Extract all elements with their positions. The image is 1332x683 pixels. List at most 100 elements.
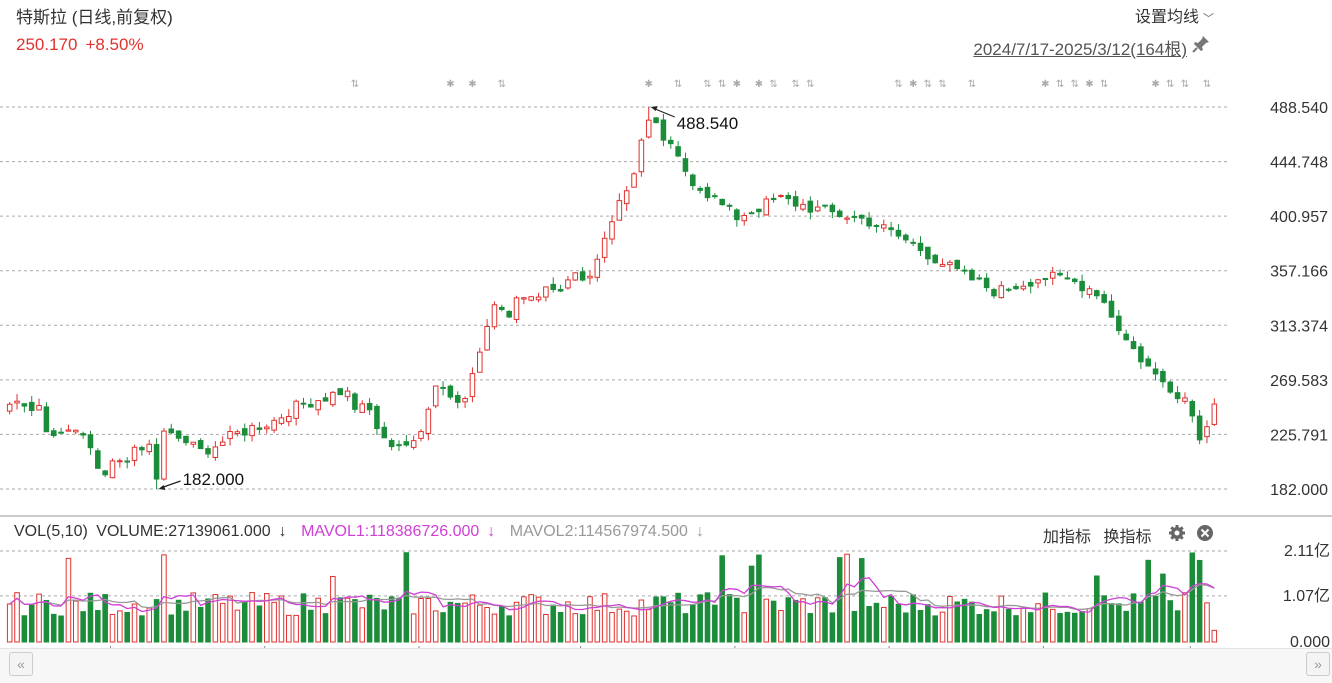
candle-down: [87, 434, 94, 449]
chart-title: 特斯拉 (日线,前复权): [16, 8, 173, 27]
volume-bar-up: [513, 601, 520, 643]
volume-bar-down: [756, 554, 762, 643]
volume-bar-down: [712, 604, 718, 643]
candle-up: [278, 417, 285, 424]
candle-up: [763, 198, 770, 216]
volume-bar-down: [300, 593, 307, 643]
candle-down: [785, 194, 792, 200]
volume-arrow: ↓: [278, 523, 287, 540]
event-marker: ✱: [1041, 79, 1049, 90]
candle-up: [1204, 426, 1210, 438]
volume-bar-down: [21, 615, 28, 643]
switch-indicator-button[interactable]: 换指标: [1103, 529, 1152, 546]
change-percent: +8.50%: [85, 35, 144, 54]
candle-up: [219, 441, 226, 446]
volume-bar-down: [792, 599, 799, 643]
candle-up: [521, 297, 527, 300]
candle-down: [932, 254, 938, 264]
volume-bar-down: [1196, 559, 1203, 643]
pin-icon[interactable]: [1190, 33, 1212, 55]
candle-up: [800, 203, 806, 210]
volume-bar-up: [36, 593, 42, 643]
volume-bar-up: [315, 597, 321, 643]
candle-down: [579, 271, 586, 281]
volume-bar-down: [579, 614, 586, 643]
candle-down: [80, 433, 86, 436]
volume-bar-up: [609, 612, 615, 643]
volume-bar-up: [763, 598, 770, 643]
ma-setting-button[interactable]: 设置均线 ﹀: [1135, 3, 1214, 27]
candle-down: [961, 269, 968, 272]
volume-grid: [0, 550, 1228, 597]
volume-bar-down: [851, 610, 858, 643]
event-marker: ⇅: [351, 79, 359, 90]
mavol2-arrow: ↓: [695, 523, 704, 540]
date-range-link[interactable]: 2024/7/17-2025/3/12(164根): [973, 40, 1187, 59]
gear-icon[interactable]: [1168, 524, 1186, 542]
volume-bar-down: [822, 597, 828, 643]
volume-bar-up: [469, 594, 476, 643]
candle-up: [344, 390, 351, 398]
candle-up: [594, 258, 601, 278]
volume-bar-down: [396, 598, 402, 643]
volume-bar-down: [734, 597, 740, 643]
candle-down: [256, 427, 263, 430]
volume-bar-down: [1079, 611, 1085, 643]
candle-up: [293, 400, 299, 419]
candle-down: [175, 430, 182, 439]
event-marker: ⇅: [1056, 79, 1064, 90]
candle-down: [925, 246, 931, 260]
candle-down: [1160, 371, 1166, 383]
volume-bar-down: [197, 606, 204, 643]
volume-bar-up: [109, 613, 116, 643]
volume-bar-up: [14, 592, 20, 643]
candle-down: [1167, 381, 1174, 393]
candle-up: [623, 190, 630, 205]
event-marker: ⇅: [718, 79, 726, 90]
candle-up: [939, 263, 946, 267]
candle-down: [770, 197, 777, 201]
scroll-left-icon[interactable]: «: [9, 652, 33, 676]
price-readout: 250.170 +8.50%: [16, 35, 152, 55]
event-marker: ⇅: [894, 79, 902, 90]
event-marker: ⇅: [924, 79, 932, 90]
candle-down: [1079, 280, 1085, 292]
volume-bar-down: [675, 592, 681, 643]
candle-up: [1086, 288, 1093, 295]
volume-bar-down: [697, 594, 703, 643]
candle-down: [667, 139, 674, 145]
candle-down: [1027, 282, 1034, 287]
volume-bar-up: [249, 592, 255, 643]
candle-up: [146, 443, 153, 453]
volume-bar-down: [785, 597, 792, 643]
volume-bar-up: [117, 610, 123, 643]
candle-down: [1108, 300, 1115, 318]
candle-down: [836, 210, 843, 218]
volume-bar-down: [1013, 615, 1019, 643]
volume-bar-up: [741, 612, 747, 643]
volume-bar-up: [271, 601, 277, 643]
scroll-right-icon[interactable]: »: [1306, 652, 1330, 676]
event-marker: ⇅: [1203, 79, 1211, 90]
candle-down: [499, 306, 505, 310]
volume-bar-down: [139, 615, 145, 643]
timeline-scrollbar[interactable]: [0, 648, 1332, 683]
low-label: 182.000: [183, 470, 244, 489]
candle-up: [528, 296, 534, 301]
candle-down: [888, 227, 894, 231]
extreme-annotations: 488.540 182.000: [158, 106, 738, 490]
candle-down: [690, 174, 696, 187]
candle-up: [844, 217, 850, 220]
add-indicator-button[interactable]: 加指标: [1043, 529, 1092, 546]
volume-bar-down: [403, 552, 410, 643]
high-label: 488.540: [677, 114, 738, 133]
candle-up: [1211, 403, 1218, 425]
volume-bar-down: [153, 599, 160, 643]
volume-bar-down: [1071, 612, 1078, 643]
volume-bar-down: [87, 592, 94, 643]
volume-bar-down: [961, 598, 968, 643]
candle-down: [388, 440, 395, 448]
close-icon[interactable]: [1196, 524, 1214, 542]
volume-bar-up: [998, 595, 1005, 643]
